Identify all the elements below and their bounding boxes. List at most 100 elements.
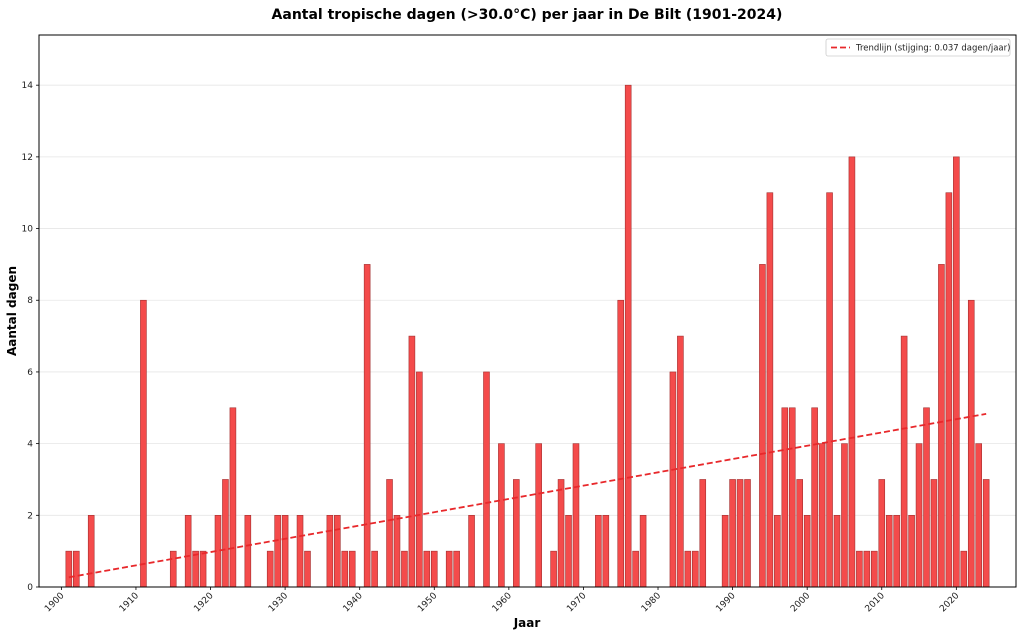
x-axis: 1900 1910 1920 1930 1940 1950 1960 1970 1980 1990… bbox=[43, 587, 962, 614]
bar bbox=[334, 515, 341, 588]
bar bbox=[885, 515, 893, 588]
bar bbox=[953, 156, 960, 588]
bar bbox=[169, 550, 177, 588]
bar bbox=[692, 550, 699, 588]
bar bbox=[393, 515, 401, 588]
bar bbox=[557, 479, 565, 588]
trend-line bbox=[68, 412, 987, 579]
bar bbox=[371, 550, 378, 588]
bar bbox=[632, 550, 639, 588]
bar bbox=[222, 479, 229, 588]
x-tick-label: 1940 bbox=[342, 591, 365, 614]
bar bbox=[498, 443, 505, 588]
bars bbox=[65, 84, 990, 588]
bar bbox=[796, 479, 804, 588]
bar bbox=[878, 479, 886, 588]
bar bbox=[841, 443, 848, 588]
bar bbox=[699, 479, 707, 588]
bar bbox=[900, 335, 908, 588]
bar bbox=[669, 371, 677, 588]
bar bbox=[744, 479, 751, 588]
bar bbox=[729, 479, 736, 588]
bar bbox=[930, 479, 938, 588]
bar bbox=[565, 515, 572, 588]
bar bbox=[430, 550, 438, 588]
grid-lines bbox=[39, 84, 1016, 516]
bar bbox=[923, 407, 930, 588]
bar bbox=[468, 515, 475, 588]
bar bbox=[296, 515, 304, 588]
bar bbox=[721, 515, 729, 588]
bar bbox=[192, 550, 199, 588]
x-tick-label: 2010 bbox=[864, 591, 887, 614]
bar bbox=[677, 335, 684, 588]
bar bbox=[982, 479, 990, 588]
bar bbox=[960, 550, 968, 588]
bar bbox=[818, 443, 826, 588]
bar bbox=[513, 479, 520, 588]
x-tick-label: 1990 bbox=[714, 591, 737, 614]
bar bbox=[244, 515, 252, 588]
bar bbox=[639, 515, 647, 588]
y-axis-label: Aantal dagen bbox=[5, 266, 19, 356]
bar bbox=[140, 299, 147, 588]
bar bbox=[624, 84, 632, 588]
bar bbox=[87, 515, 95, 588]
bar bbox=[281, 515, 289, 588]
bar bbox=[766, 192, 774, 588]
bar bbox=[445, 550, 453, 588]
y-tick-label: 4 bbox=[27, 440, 33, 450]
bar bbox=[617, 299, 625, 588]
bar bbox=[73, 550, 80, 588]
bar bbox=[803, 515, 811, 588]
bar bbox=[908, 515, 915, 588]
legend: Trendlijn (stijging: 0.037 dagen/jaar) bbox=[825, 38, 1010, 57]
bar bbox=[184, 515, 192, 588]
legend-label: Trendlijn (stijging: 0.037 dagen/jaar) bbox=[855, 44, 1010, 54]
bar bbox=[893, 515, 900, 588]
y-tick-label: 6 bbox=[27, 368, 33, 378]
x-tick-label: 1980 bbox=[640, 591, 663, 614]
bar bbox=[759, 264, 766, 588]
bar bbox=[550, 550, 557, 588]
bar bbox=[811, 407, 818, 588]
bar bbox=[871, 550, 878, 588]
bar bbox=[453, 550, 460, 588]
x-axis-label: Jaar bbox=[513, 616, 541, 630]
bar bbox=[423, 550, 431, 588]
bar bbox=[483, 371, 490, 588]
bar bbox=[326, 515, 334, 588]
y-tick-label: 8 bbox=[27, 296, 33, 306]
bar bbox=[602, 515, 610, 588]
bar bbox=[975, 443, 982, 588]
y-tick-label: 12 bbox=[22, 153, 33, 163]
bar bbox=[967, 299, 975, 588]
y-tick-label: 14 bbox=[22, 81, 34, 91]
bar bbox=[408, 335, 416, 588]
x-tick-label: 1910 bbox=[118, 591, 141, 614]
x-tick-label: 1920 bbox=[192, 591, 215, 614]
bar bbox=[274, 515, 281, 588]
bar bbox=[416, 371, 423, 588]
x-tick-label: 1930 bbox=[267, 591, 290, 614]
bar bbox=[304, 550, 311, 588]
bar bbox=[774, 515, 781, 588]
x-tick-label: 2020 bbox=[938, 591, 961, 614]
bar bbox=[535, 443, 542, 588]
y-tick-label: 0 bbox=[27, 583, 33, 593]
bar bbox=[781, 407, 789, 588]
bar bbox=[572, 443, 580, 588]
x-tick-label: 2000 bbox=[789, 591, 812, 614]
bar bbox=[341, 550, 349, 588]
y-tick-label: 10 bbox=[22, 225, 34, 235]
x-tick-label: 1960 bbox=[491, 591, 514, 614]
y-tick-label: 2 bbox=[27, 511, 33, 521]
bar bbox=[65, 550, 73, 588]
bar bbox=[266, 550, 274, 588]
bar bbox=[848, 156, 856, 588]
x-tick-label: 1970 bbox=[565, 591, 588, 614]
bar bbox=[856, 550, 863, 588]
bar bbox=[229, 407, 237, 588]
bar bbox=[915, 443, 923, 588]
chart-title: Aantal tropische dagen (>30.0°C) per jaa… bbox=[272, 7, 783, 23]
